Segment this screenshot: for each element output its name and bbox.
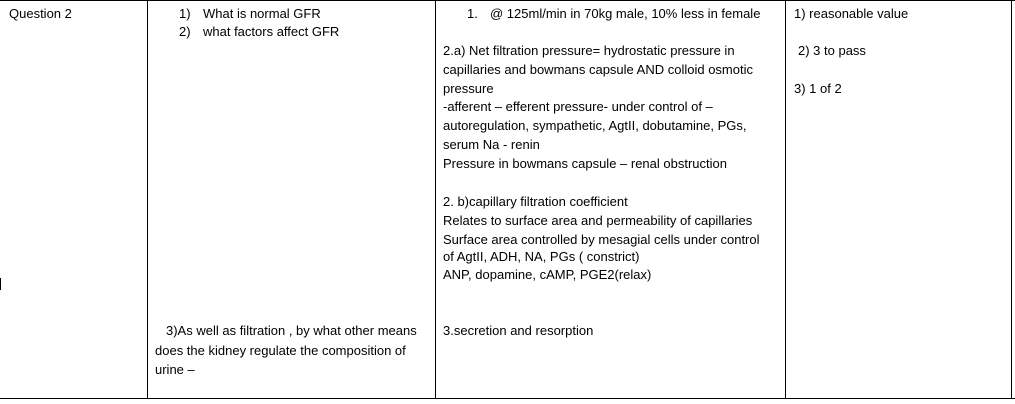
mark-1: 1) reasonable value: [794, 6, 909, 21]
question-3-line-1: 3)As well as filtration , by what other …: [166, 323, 417, 338]
answer-2a-line: 2.a) Net filtration pressure= hydrostati…: [443, 43, 735, 58]
answer-2b-line: Relates to surface area and permeability…: [443, 213, 753, 228]
table-right-border: [1011, 0, 1012, 399]
margin-mark: [0, 278, 1, 290]
answer-2a-line: serum Na - renin: [443, 137, 540, 152]
answer-2b-line: ANP, dopamine, cAMP, PGE2(relax): [443, 267, 652, 282]
answer-2b-line: 2. b)capillary filtration coefficient: [443, 194, 628, 209]
column-divider-2: [435, 0, 436, 399]
question-1-number: 1): [179, 6, 191, 21]
answer-2a-line: autoregulation, sympathetic, AgtII, dobu…: [443, 118, 747, 133]
table-top-border: [0, 0, 1015, 1]
question-3-line-3: urine –: [155, 362, 195, 377]
question-2-text: what factors affect GFR: [203, 24, 340, 39]
table-bottom-border: [0, 398, 1015, 399]
answer-1-text: @ 125ml/min in 70kg male, 10% less in fe…: [490, 6, 761, 21]
mark-3: 3) 1 of 2: [794, 81, 842, 96]
question-label: Question 2: [9, 6, 72, 21]
answer-2b-line: of AgtII, ADH, NA, PGs ( constrict): [443, 249, 640, 264]
answer-2a-line: Pressure in bowmans capsule – renal obst…: [443, 156, 727, 171]
question-1-text: What is normal GFR: [203, 6, 321, 21]
question-3-line-2: does the kidney regulate the composition…: [155, 343, 406, 358]
mark-2: 2) 3 to pass: [798, 43, 866, 58]
answer-1-number: 1.: [467, 6, 478, 21]
answer-2b-line: Surface area controlled by mesagial cell…: [443, 232, 760, 247]
answer-2a-line: capillaries and bowmans capsule AND coll…: [443, 62, 753, 77]
answer-2a-line: pressure: [443, 81, 494, 96]
answer-3: 3.secretion and resorption: [443, 323, 594, 338]
column-divider-1: [147, 0, 148, 399]
answer-2a-line: -afferent – efferent pressure- under con…: [443, 99, 713, 114]
question-2-number: 2): [179, 24, 191, 39]
column-divider-3: [785, 0, 786, 399]
